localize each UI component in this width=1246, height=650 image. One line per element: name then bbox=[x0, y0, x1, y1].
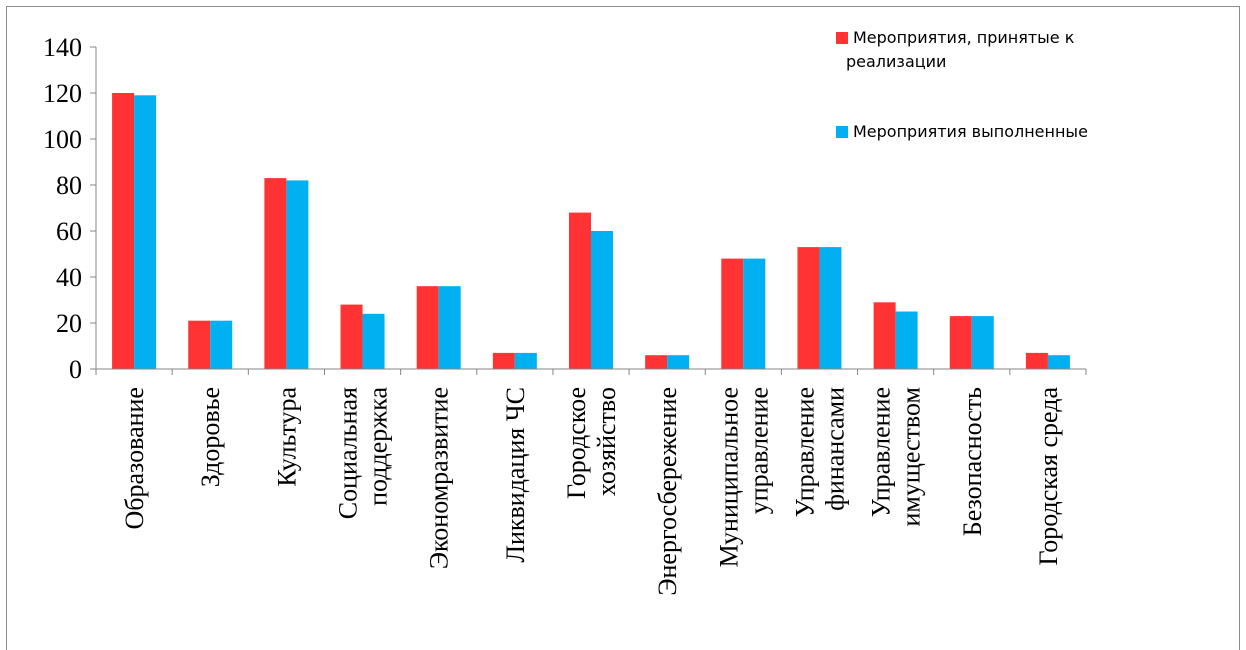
y-tick-label: 0 bbox=[69, 355, 82, 384]
category-label-line: поддержка bbox=[364, 387, 393, 506]
category-label-line: Экономразвитие bbox=[425, 387, 454, 569]
category-label: Экономразвитие bbox=[425, 387, 454, 569]
category-label: Культура bbox=[272, 387, 301, 487]
category-label-line: Управление bbox=[867, 387, 896, 517]
bar-series-2 bbox=[743, 258, 766, 369]
category-label-line: финансами bbox=[820, 387, 849, 511]
category-label-line: Социальная bbox=[334, 387, 363, 519]
bar-series-2 bbox=[591, 231, 613, 369]
bar-series-2 bbox=[1047, 355, 1070, 369]
bar-series-1 bbox=[645, 355, 668, 369]
y-tick-label: 120 bbox=[43, 79, 82, 108]
chart-frame bbox=[6, 6, 1240, 650]
bar-series-1 bbox=[873, 302, 896, 369]
legend-swatch-1 bbox=[836, 32, 848, 44]
legend-label-line: Мероприятия выполненные bbox=[853, 122, 1088, 141]
legend-label-line: Мероприятия, принятые к bbox=[853, 28, 1075, 47]
y-tick-label: 60 bbox=[56, 217, 82, 246]
bar-series-1 bbox=[949, 316, 972, 369]
bar-series-1 bbox=[492, 352, 515, 369]
category-label-line: Образование bbox=[120, 387, 149, 530]
y-tick-label: 40 bbox=[56, 263, 82, 292]
bar-series-2 bbox=[971, 316, 994, 369]
bar-series-2 bbox=[438, 286, 461, 369]
y-tick-label: 80 bbox=[56, 171, 82, 200]
category-label-line: Энергосбережение bbox=[653, 387, 682, 596]
bar-series-1 bbox=[340, 304, 363, 369]
bar-series-2 bbox=[286, 180, 309, 369]
category-label-line: Здоровье bbox=[196, 387, 225, 487]
category-label: Городскоехозяйство bbox=[562, 387, 621, 499]
legend: Мероприятия, принятые к реализацииМеропри… bbox=[836, 28, 1088, 141]
bar-series-2 bbox=[134, 95, 157, 370]
bar-series-1 bbox=[188, 320, 211, 369]
bar-series-1 bbox=[264, 178, 287, 369]
category-label: Ликвидация ЧС bbox=[501, 387, 530, 563]
category-label: Образование bbox=[120, 387, 149, 530]
category-label-line: Безопасность bbox=[958, 387, 987, 536]
bar-series-1 bbox=[721, 258, 744, 369]
category-label-line: имуществом bbox=[897, 387, 926, 527]
category-label: Безопасность bbox=[958, 387, 987, 536]
y-axis: 0 20 40 60 80 100 120 140 bbox=[43, 33, 97, 384]
category-label: Здоровье bbox=[196, 387, 225, 487]
category-label-line: Городская среда bbox=[1034, 387, 1063, 566]
bar-series-1 bbox=[112, 93, 135, 369]
category-label-line: хозяйство bbox=[592, 387, 621, 496]
y-tick-label: 100 bbox=[43, 125, 82, 154]
legend-swatch-2 bbox=[836, 126, 848, 138]
bar-series-1 bbox=[1025, 352, 1048, 369]
category-label-line: Управление bbox=[790, 387, 819, 517]
category-label: Энергосбережение bbox=[653, 387, 682, 596]
category-label: Управлениефинансами bbox=[790, 387, 849, 517]
y-tick-label: 20 bbox=[56, 309, 82, 338]
bar-series-2 bbox=[362, 313, 385, 369]
category-label: Городская среда bbox=[1034, 387, 1063, 566]
legend-label-1: Мероприятия, принятые к реализации bbox=[846, 28, 1075, 71]
y-tick-label: 140 bbox=[43, 33, 82, 62]
bar-series-1 bbox=[569, 212, 591, 369]
category-label-line: Городское bbox=[562, 387, 591, 499]
bar-series-2 bbox=[667, 355, 690, 369]
bar-series-1 bbox=[416, 286, 439, 369]
category-label-line: Культура bbox=[272, 387, 301, 487]
category-label-line: Муниципальное bbox=[714, 387, 743, 567]
category-label-line: Ликвидация ЧС bbox=[501, 387, 530, 563]
legend-label-2: Мероприятия выполненные bbox=[853, 122, 1088, 141]
category-labels: Образование Здоровье Культура Социальнаяпод… bbox=[120, 387, 1063, 596]
bar-series-1 bbox=[797, 247, 820, 369]
x-axis bbox=[95, 368, 1087, 375]
bar-series-2 bbox=[819, 247, 842, 369]
bar-series-2 bbox=[210, 320, 233, 369]
bars bbox=[112, 93, 1070, 370]
category-label: Управлениеимуществом bbox=[867, 387, 926, 527]
bar-series-2 bbox=[895, 311, 918, 369]
category-label: Муниципальноеуправление bbox=[714, 387, 773, 567]
category-label: Социальнаяподдержка bbox=[334, 387, 393, 520]
bar-series-2 bbox=[514, 352, 537, 369]
legend-label-line: реализации bbox=[846, 52, 946, 71]
category-label-line: управление bbox=[744, 387, 773, 514]
